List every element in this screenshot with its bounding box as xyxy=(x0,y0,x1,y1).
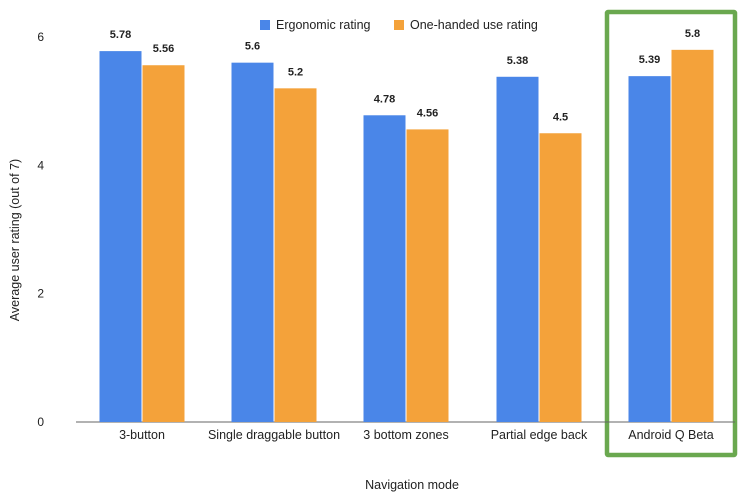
y-tick-label: 2 xyxy=(37,287,44,301)
y-tick-label: 6 xyxy=(37,30,44,44)
data-label-ergonomic: 5.6 xyxy=(245,41,260,53)
data-label-one-handed: 4.56 xyxy=(417,107,438,119)
x-tick-label: Partial edge back xyxy=(491,428,588,442)
data-label-one-handed: 5.2 xyxy=(288,66,303,78)
legend-label: Ergonomic rating xyxy=(276,18,371,32)
data-label-one-handed: 4.5 xyxy=(553,111,568,123)
data-label-ergonomic: 5.78 xyxy=(110,29,131,41)
x-tick-label: 3-button xyxy=(119,428,165,442)
bar-one-handed xyxy=(142,65,185,422)
bar-one-handed xyxy=(274,88,317,422)
legend-label: One-handed use rating xyxy=(410,18,538,32)
bar-ergonomic xyxy=(628,76,671,423)
legend-swatch xyxy=(394,20,404,30)
legend-swatch xyxy=(260,20,270,30)
y-tick-label: 4 xyxy=(37,158,44,172)
bar-ergonomic xyxy=(99,51,142,422)
x-tick-label: Android Q Beta xyxy=(628,428,714,442)
highlight-box xyxy=(604,9,738,458)
bar-one-handed xyxy=(406,129,449,422)
data-label-ergonomic: 5.38 xyxy=(507,55,528,67)
data-label-ergonomic: 4.78 xyxy=(374,93,395,105)
bar-ergonomic xyxy=(496,76,539,423)
x-tick-label: Single draggable button xyxy=(208,428,340,442)
data-label-one-handed: 5.8 xyxy=(685,28,700,40)
bar-ergonomic xyxy=(231,62,274,423)
x-axis-title: Navigation mode xyxy=(365,478,459,492)
y-axis-title: Average user rating (out of 7) xyxy=(8,159,22,321)
bar-one-handed xyxy=(671,49,714,422)
data-label-one-handed: 5.56 xyxy=(153,43,174,55)
legend-item-ergonomic: Ergonomic rating xyxy=(260,18,371,32)
x-tick-label: 3 bottom zones xyxy=(363,428,448,442)
legend-item-one-handed: One-handed use rating xyxy=(394,18,538,32)
bar-ergonomic xyxy=(363,115,406,423)
y-tick-label: 0 xyxy=(37,415,44,429)
data-label-ergonomic: 5.39 xyxy=(639,54,660,66)
bar-one-handed xyxy=(539,133,582,422)
